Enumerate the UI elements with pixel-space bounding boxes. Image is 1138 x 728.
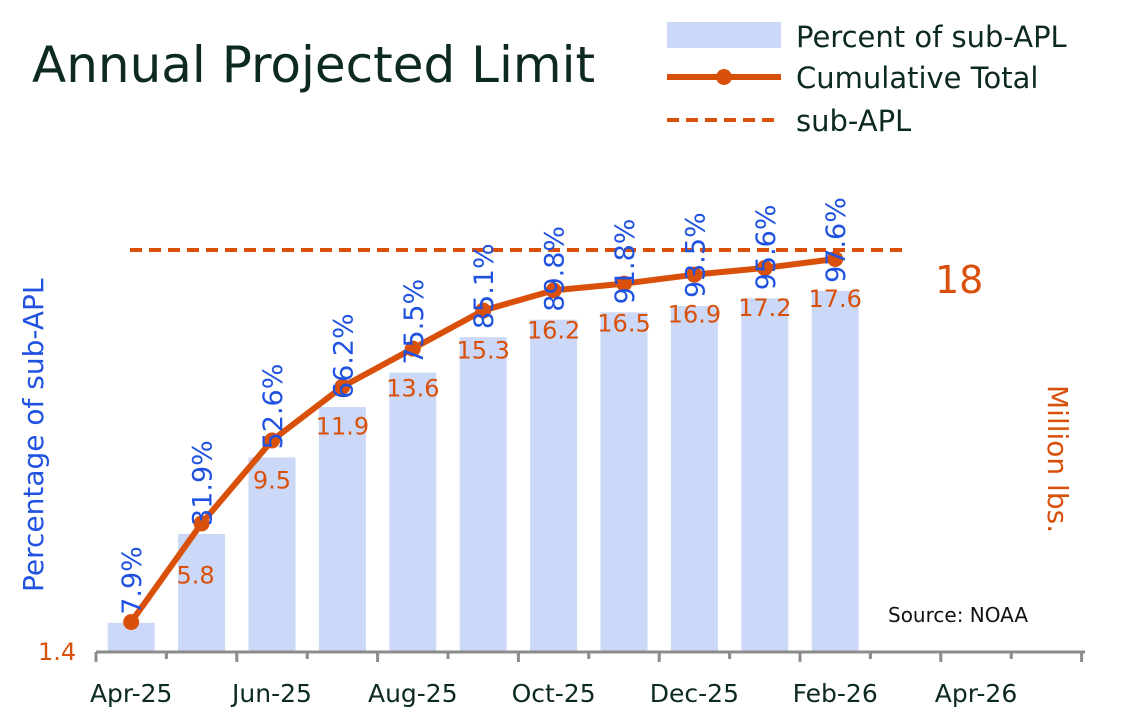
cumulative-point [123, 614, 140, 631]
cumulative-point [827, 250, 844, 267]
cumulative-point [404, 340, 421, 357]
bar-value-label: 66.2% [328, 313, 359, 399]
cumulative-value-label: 5.8 [177, 561, 215, 589]
cumulative-value-label: 11.9 [316, 413, 369, 441]
cumulative-point [756, 259, 773, 276]
bar [670, 306, 718, 652]
legend-label-line: Cumulative Total [796, 61, 1038, 95]
bar [248, 457, 296, 652]
sub-apl-value-label: 18 [935, 258, 983, 302]
bar-value-label: 89.8% [540, 226, 571, 312]
bar-value-label: 7.9% [117, 546, 148, 615]
cumulative-point [686, 266, 703, 283]
cumulative-value-label: 16.5 [597, 310, 650, 338]
legend-swatch-bar [667, 22, 781, 48]
x-tick-label: Apr-25 [90, 679, 172, 708]
cumulative-value-label: 9.5 [253, 467, 291, 495]
cumulative-point [616, 275, 632, 292]
cumulative-point [264, 432, 280, 449]
cumulative-point [545, 282, 562, 299]
bar-value-label: 31.9% [188, 440, 219, 526]
x-tick-label: Dec-25 [650, 679, 739, 708]
bar [741, 298, 789, 652]
cumulative-value-label: 15.3 [456, 337, 509, 365]
y-axis-right-label: Million lbs. [1041, 385, 1074, 533]
bar-value-label: 93.5% [680, 212, 711, 298]
x-tick-label: Apr-26 [935, 679, 1017, 708]
cumulative-value-label: 16.2 [527, 316, 580, 344]
legend-label-bar: Percent of sub-APL [796, 20, 1067, 54]
bar [318, 407, 366, 652]
cumulative-value-label: 17.6 [808, 285, 861, 313]
bar [811, 290, 859, 652]
cumulative-value-label: 13.6 [386, 375, 439, 403]
bar-value-label: 91.8% [610, 219, 641, 305]
cumulative-point [475, 302, 492, 319]
x-tick-label: Aug-25 [368, 679, 458, 708]
bar [530, 319, 578, 652]
source-annotation: Source: NOAA [888, 603, 1028, 627]
x-tick-label: Oct-25 [512, 679, 596, 708]
legend-swatch-marker [716, 69, 732, 85]
chart-title: Annual Projected Limit [32, 36, 595, 94]
bar-value-label: 95.6% [751, 204, 782, 290]
legend-label-ref: sub-APL [796, 104, 911, 138]
bar [178, 533, 226, 652]
bar-value-label: 52.6% [258, 364, 289, 450]
bar [459, 337, 507, 652]
x-tick-label: Feb-26 [793, 679, 878, 708]
bar-value-label: 75.5% [399, 279, 430, 365]
y-min-label: 1.4 [38, 638, 76, 666]
bar-value-label: 85.1% [469, 243, 500, 329]
bar-value-label: 97.6% [821, 197, 852, 283]
cumulative-point [334, 378, 351, 395]
x-tick-label: Jun-25 [230, 679, 312, 708]
cumulative-point [193, 515, 210, 532]
legend: Percent of sub-APL Cumulative Total sub-… [667, 20, 1067, 138]
cumulative-value-label: 17.2 [738, 294, 791, 322]
bar [389, 372, 437, 652]
bar [600, 312, 648, 652]
cumulative-value-label: 16.9 [668, 301, 721, 329]
y-axis-left-label: Percentage of sub-APL [17, 278, 50, 592]
